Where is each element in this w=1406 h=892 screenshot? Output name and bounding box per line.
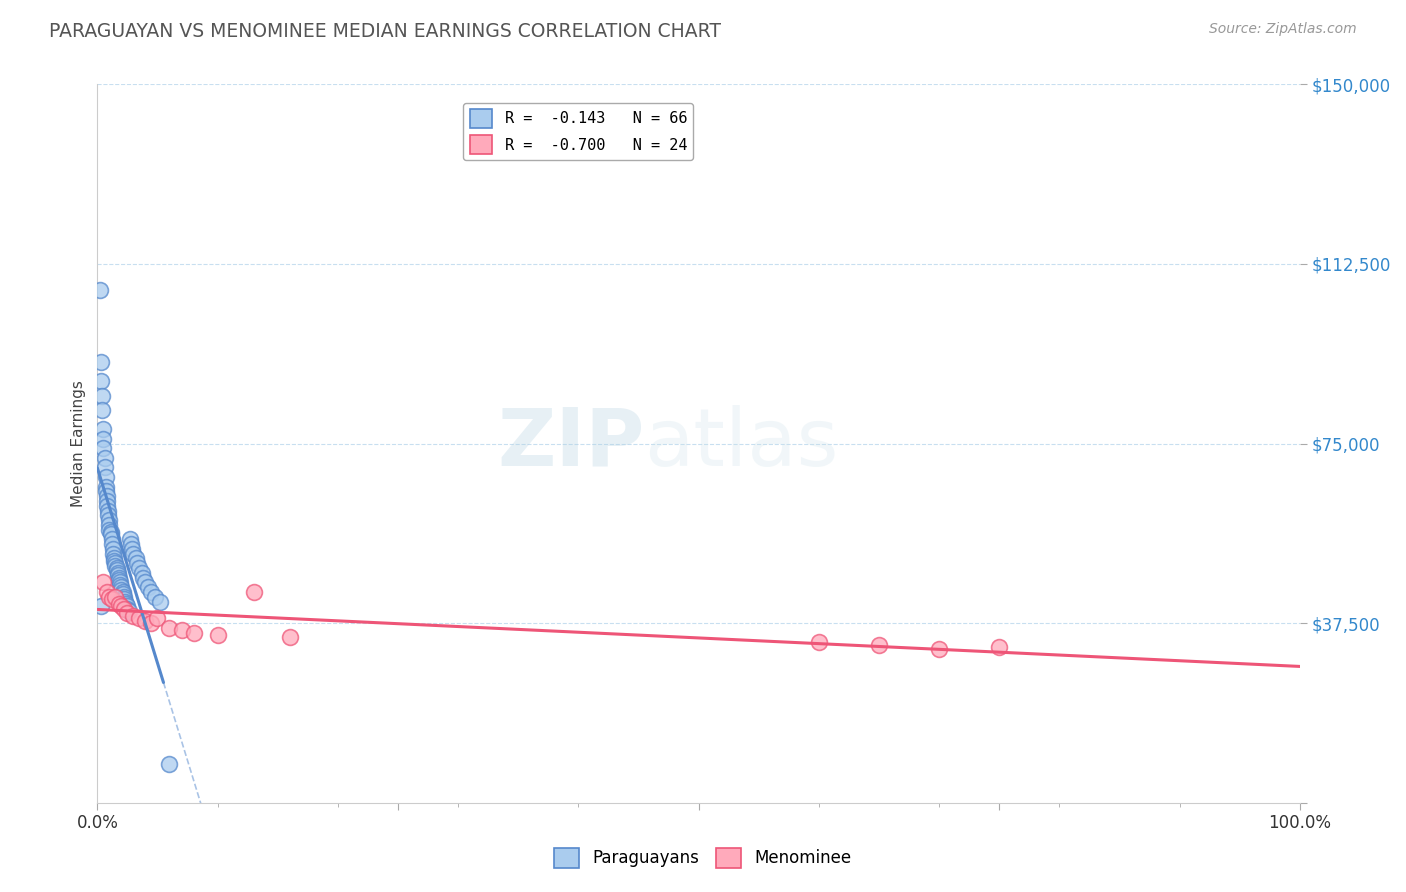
Point (105, 561, 128, 575)
Point (93, 422, 115, 436)
Text: PARAGUAYAN VS MENOMINEE MEDIAN EARNINGS CORRELATION CHART: PARAGUAYAN VS MENOMINEE MEDIAN EARNINGS … (49, 22, 721, 41)
Point (93, 442, 115, 456)
Point (98, 523, 121, 537)
Point (104, 558, 127, 573)
Point (128, 611, 150, 625)
Point (117, 601, 139, 615)
Point (98, 517, 121, 532)
Text: Source: ZipAtlas.com: Source: ZipAtlas.com (1209, 22, 1357, 37)
Point (104, 590, 127, 604)
Point (108, 571, 131, 585)
Point (118, 533, 141, 547)
Point (110, 599, 132, 614)
Legend: Paraguayans, Menominee: Paraguayans, Menominee (548, 841, 858, 875)
Point (170, 624, 193, 638)
Point (134, 575, 156, 590)
Point (100, 527, 122, 541)
Point (96, 494, 118, 508)
Point (107, 568, 129, 582)
Point (103, 554, 125, 568)
Point (242, 585, 264, 599)
Point (928, 642, 950, 657)
Point (110, 582, 132, 597)
Point (101, 592, 124, 607)
Point (112, 590, 135, 604)
Point (103, 551, 125, 566)
Point (101, 533, 124, 547)
Y-axis label: Median Earnings: Median Earnings (72, 380, 86, 507)
Point (141, 615, 163, 630)
Point (104, 556, 127, 570)
Point (90, 355, 112, 369)
Point (108, 578, 131, 592)
Point (90, 374, 112, 388)
Point (114, 594, 136, 608)
Point (278, 631, 301, 645)
Point (988, 640, 1011, 654)
Point (117, 599, 139, 614)
Point (125, 556, 148, 570)
Point (149, 594, 172, 608)
Point (94, 480, 117, 494)
Point (117, 604, 139, 618)
Point (136, 580, 159, 594)
Point (93, 450, 115, 465)
Point (128, 561, 150, 575)
Text: atlas: atlas (644, 404, 839, 483)
Point (159, 621, 181, 635)
Point (146, 611, 169, 625)
Point (868, 638, 890, 652)
Point (96, 585, 118, 599)
Point (143, 590, 166, 604)
Point (183, 625, 205, 640)
Point (111, 587, 134, 601)
Point (91, 389, 114, 403)
Point (121, 541, 143, 556)
Point (101, 537, 124, 551)
Point (94, 470, 117, 484)
Point (108, 573, 131, 587)
Point (122, 547, 145, 561)
Point (132, 571, 155, 585)
Point (93, 460, 115, 475)
Text: ZIP: ZIP (498, 404, 644, 483)
Point (90, 599, 112, 614)
Point (101, 547, 124, 561)
Point (98, 513, 121, 527)
Point (125, 551, 148, 566)
Point (131, 566, 153, 580)
Point (96, 489, 118, 503)
Point (89, 283, 111, 297)
Point (117, 607, 139, 621)
Point (94, 484, 117, 499)
Point (207, 628, 229, 642)
Point (100, 525, 122, 540)
Point (98, 590, 121, 604)
Point (115, 597, 138, 611)
Point (91, 403, 114, 417)
Legend: R =  -0.143   N = 66, R =  -0.700   N = 24: R = -0.143 N = 66, R = -0.700 N = 24 (464, 103, 693, 160)
Point (807, 635, 830, 649)
Point (122, 608, 145, 623)
Point (97, 508, 120, 523)
Point (108, 575, 131, 590)
Point (141, 585, 163, 599)
Point (101, 541, 124, 556)
Point (107, 566, 129, 580)
Point (120, 537, 142, 551)
Point (93, 575, 115, 590)
Point (110, 580, 132, 594)
Point (97, 503, 120, 517)
Point (112, 592, 135, 607)
Point (93, 432, 115, 446)
Point (108, 597, 131, 611)
Point (111, 585, 134, 599)
Point (105, 563, 128, 577)
Point (134, 614, 156, 628)
Point (159, 757, 181, 772)
Point (96, 499, 118, 513)
Point (112, 601, 135, 615)
